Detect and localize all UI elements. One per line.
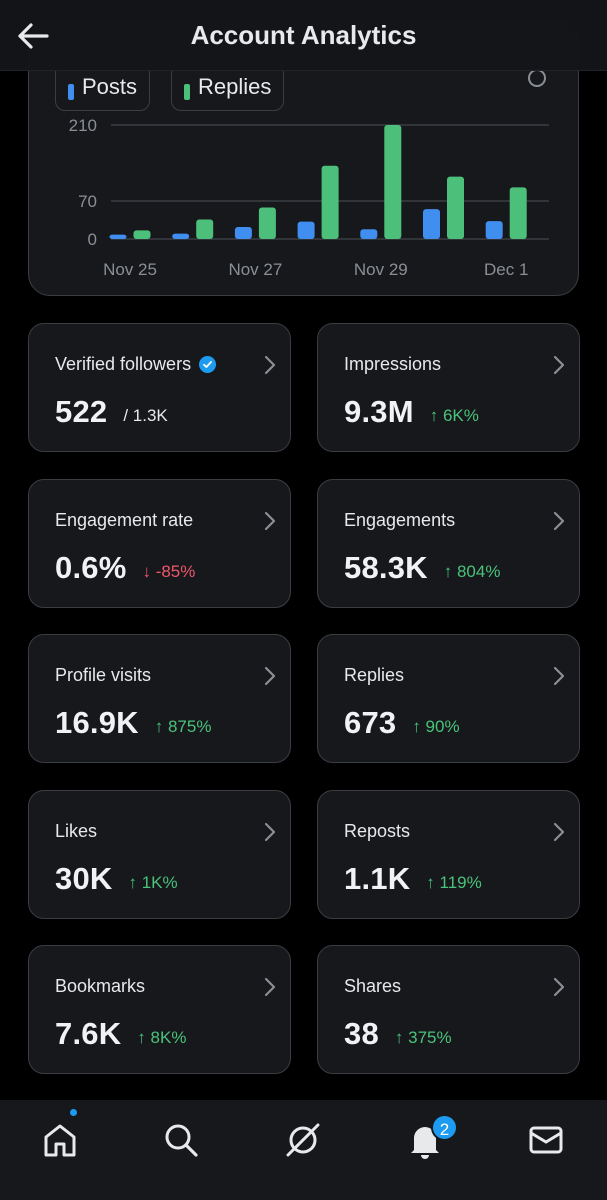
bar-replies-1[interactable] (196, 219, 214, 239)
metric-label-text: Bookmarks (55, 976, 146, 996)
bar-replies-2[interactable] (258, 207, 276, 239)
y-tick-label: 0 (88, 230, 97, 249)
chevron-right-icon (264, 977, 276, 997)
verified-badge-icon (199, 356, 217, 373)
metric-value: 9.3M (344, 394, 414, 429)
metric-label-text: Replies (344, 665, 405, 685)
metric-label-text: Verified followers (55, 354, 192, 374)
y-tick-label: 210 (69, 116, 97, 135)
metric-change: / 1.3K (123, 406, 168, 425)
x-tick-label: Dec 1 (484, 260, 528, 279)
home-icon[interactable] (40, 1120, 80, 1160)
bar-replies-6[interactable] (509, 187, 527, 239)
search-icon[interactable] (161, 1120, 201, 1160)
grok-icon[interactable] (283, 1120, 323, 1160)
metric-label: Impressions (344, 354, 441, 375)
legend-posts-swatch (68, 84, 74, 100)
metric-card-likes[interactable]: Likes 30K ↑ 1K% (28, 790, 291, 919)
metric-label: Bookmarks (55, 976, 145, 997)
metric-label-text: Engagements (344, 510, 456, 530)
back-arrow-icon[interactable] (16, 20, 50, 52)
bar-posts-0[interactable] (109, 234, 127, 239)
legend-posts-label: Posts (82, 74, 138, 99)
metric-label: Verified followers (55, 354, 217, 375)
header: Account Analytics (0, 0, 607, 71)
metric-change: ↑ 6K% (429, 406, 479, 425)
metric-value: 673 (344, 705, 397, 740)
metric-label-text: Likes (55, 821, 98, 841)
metric-card-bookmarks[interactable]: Bookmarks 7.6K ↑ 8K% (28, 945, 291, 1074)
metric-value: 58.3K (344, 550, 428, 585)
metric-change: ↑ 875% (154, 717, 212, 736)
messages-icon[interactable] (526, 1120, 566, 1160)
metric-label: Shares (344, 976, 401, 997)
metric-label-text: Reposts (344, 821, 411, 841)
metric-value: 16.9K (55, 705, 139, 740)
metric-label: Profile visits (55, 665, 151, 686)
metric-change: ↓ -85% (142, 562, 196, 581)
metric-value: 1.1K (344, 861, 411, 896)
metric-value: 0.6% (55, 550, 127, 585)
home-unread-dot (68, 1107, 79, 1118)
bar-posts-6[interactable] (485, 221, 503, 239)
metric-card-engagement-rate[interactable]: Engagement rate 0.6% ↓ -85% (28, 479, 291, 608)
bar-posts-5[interactable] (423, 209, 440, 239)
chevron-right-icon (553, 977, 565, 997)
metric-card-shares[interactable]: Shares 38 ↑ 375% (317, 945, 580, 1074)
chevron-right-icon (264, 355, 276, 375)
bar-replies-0[interactable] (133, 230, 151, 239)
metric-value: 522 (55, 394, 108, 429)
metric-label-text: Impressions (344, 354, 442, 374)
metric-label: Replies (344, 665, 404, 686)
metric-change: ↑ 1K% (128, 873, 178, 892)
x-tick-label: Nov 27 (228, 260, 282, 279)
metric-card-verified-followers[interactable]: Verified followers 522 / 1.3K (28, 323, 291, 452)
chevron-right-icon (553, 511, 565, 531)
bar-chart: 0 70 210 Nov 25 Nov 27 Nov 29 Dec 1 (69, 116, 549, 279)
metric-card-impressions[interactable]: Impressions 9.3M ↑ 6K% (317, 323, 580, 452)
metric-value: 30K (55, 861, 113, 896)
chevron-right-icon (553, 822, 565, 842)
bar-posts-2[interactable] (234, 227, 252, 239)
metric-change: ↑ 8K% (137, 1028, 187, 1047)
metric-value: 7.6K (55, 1016, 122, 1051)
bar-replies-3[interactable] (321, 165, 339, 239)
x-tick-label: Nov 25 (103, 260, 157, 279)
metric-label-text: Engagement rate (55, 510, 194, 530)
x-tick-label: Nov 29 (354, 260, 408, 279)
metric-change: ↑ 804% (443, 562, 501, 581)
chevron-right-icon (264, 666, 276, 686)
bar-posts-1[interactable] (172, 233, 190, 239)
metric-label-text: Profile visits (55, 665, 152, 685)
metric-change: ↑ 119% (426, 873, 482, 892)
metric-label: Engagements (344, 510, 455, 531)
page-title: Account Analytics (190, 20, 417, 50)
notification-badge: 2 (431, 1114, 458, 1141)
metric-change: ↑ 375% (394, 1028, 452, 1047)
bar-replies-5[interactable] (447, 176, 464, 239)
metric-card-replies[interactable]: Replies 673 ↑ 90% (317, 634, 580, 763)
chevron-right-icon (553, 355, 565, 375)
bar-posts-3[interactable] (297, 221, 315, 239)
metric-card-profile-visits[interactable]: Profile visits 16.9K ↑ 875% (28, 634, 291, 763)
legend-replies-label: Replies (198, 74, 272, 99)
chevron-right-icon (553, 666, 565, 686)
metric-label: Engagement rate (55, 510, 193, 531)
chevron-right-icon (264, 822, 276, 842)
y-tick-label: 70 (78, 192, 97, 211)
metric-label-text: Shares (344, 976, 402, 996)
legend-replies-swatch (184, 84, 190, 100)
chevron-right-icon (264, 511, 276, 531)
bar-replies-4[interactable] (384, 125, 402, 239)
metric-label: Reposts (344, 821, 410, 842)
bar-posts-4[interactable] (360, 229, 378, 239)
metric-card-reposts[interactable]: Reposts 1.1K ↑ 119% (317, 790, 580, 919)
metric-value: 38 (344, 1016, 379, 1051)
metric-card-engagements[interactable]: Engagements 58.3K ↑ 804% (317, 479, 580, 608)
metric-change: ↑ 90% (412, 717, 460, 736)
metric-label: Likes (55, 821, 97, 842)
bottom-nav: 2 (0, 1100, 607, 1200)
legend-replies[interactable]: Replies (171, 63, 285, 111)
